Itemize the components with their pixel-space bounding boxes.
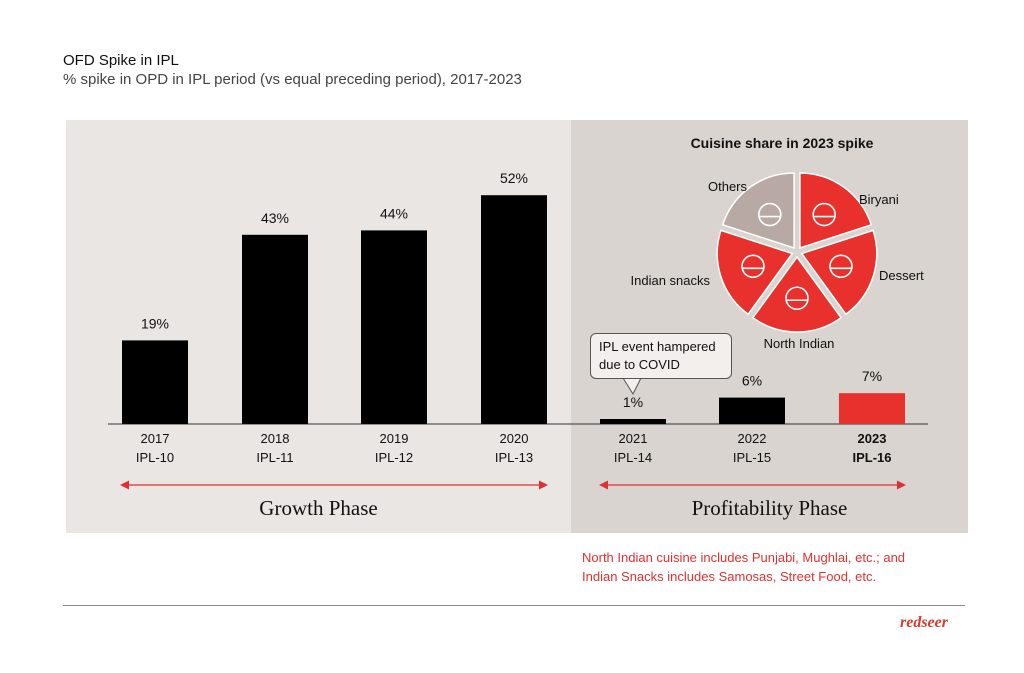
data-label-2017: 19% [141, 315, 169, 331]
bar-2023 [839, 393, 905, 424]
growth-phase-arrow-head-left [120, 480, 129, 490]
footnote-line-1: North Indian cuisine includes Punjabi, M… [582, 550, 906, 565]
redseer-logo: redseer [900, 614, 948, 631]
tick-label-year-2017: 2017 [141, 431, 170, 446]
others-icon [758, 202, 782, 227]
profitability-phase-label: Profitability Phase [691, 496, 848, 520]
tick-label-season-2018: IPL-11 [256, 450, 293, 465]
north-indian-icon [785, 286, 809, 311]
bar-2022 [719, 397, 785, 424]
pie-title: Cuisine share in 2023 spike [691, 135, 874, 151]
bar-2017 [122, 340, 188, 424]
data-label-2020: 52% [500, 170, 528, 186]
tick-label-season-2022: IPL-15 [733, 450, 771, 465]
pie-label-others: Others [708, 179, 748, 194]
biryani-icon [812, 202, 836, 227]
pie-slice-others [721, 172, 795, 249]
bar-2020 [481, 195, 547, 424]
tick-label-year-2022: 2022 [738, 431, 767, 446]
tick-label-season-2019: IPL-12 [375, 450, 413, 465]
tick-label-season-2017: IPL-10 [136, 450, 174, 465]
tick-label-year-2019: 2019 [380, 431, 409, 446]
chart-subtitle: % spike in OPD in IPL period (vs equal p… [63, 71, 522, 88]
footer-divider [63, 605, 965, 606]
growth-phase-arrow-head-right [539, 480, 548, 490]
pie-label-indian-snacks: Indian snacks [631, 273, 711, 288]
profitability-phase-arrow-head-right [897, 480, 906, 490]
footnote-line-2: Indian Snacks includes Samosas, Street F… [582, 569, 877, 584]
tick-label-year-2021: 2021 [619, 431, 648, 446]
pie-label-dessert: Dessert [879, 268, 924, 283]
data-label-2019: 44% [380, 205, 408, 221]
snacks-icon [741, 254, 765, 279]
tick-label-year-2018: 2018 [261, 431, 290, 446]
tick-label-season-2023: IPL-16 [852, 450, 891, 465]
annotation-pointer [622, 377, 642, 396]
dessert-icon [829, 254, 853, 279]
pie-label-biryani: Biryani [859, 192, 899, 207]
data-label-2022: 6% [742, 373, 762, 389]
pie-slice-biryani [799, 172, 873, 249]
tick-label-year-2023: 2023 [858, 431, 887, 446]
pie-label-north-indian: North Indian [764, 336, 835, 351]
data-label-2021: 1% [623, 394, 643, 410]
data-label-2018: 43% [261, 210, 289, 226]
covid-annotation: IPL event hampered due to COVID [590, 333, 732, 379]
profitability-phase-arrow-head-left [599, 480, 608, 490]
data-label-2023: 7% [862, 368, 882, 384]
bar-2018 [242, 234, 308, 424]
pie-slice-indian-snacks [716, 229, 794, 316]
growth-phase-label: Growth Phase [259, 496, 378, 520]
pie-slice-dessert [800, 229, 878, 316]
footnote: North Indian cuisine includes Punjabi, M… [582, 548, 962, 586]
bar-2019 [361, 230, 427, 424]
tick-label-season-2021: IPL-14 [614, 450, 652, 465]
bar-2021 [600, 419, 666, 424]
chart-title: OFD Spike in IPL [63, 52, 179, 69]
pie-slice-north-indian [751, 255, 843, 333]
tick-label-year-2020: 2020 [500, 431, 529, 446]
tick-label-season-2020: IPL-13 [495, 450, 533, 465]
